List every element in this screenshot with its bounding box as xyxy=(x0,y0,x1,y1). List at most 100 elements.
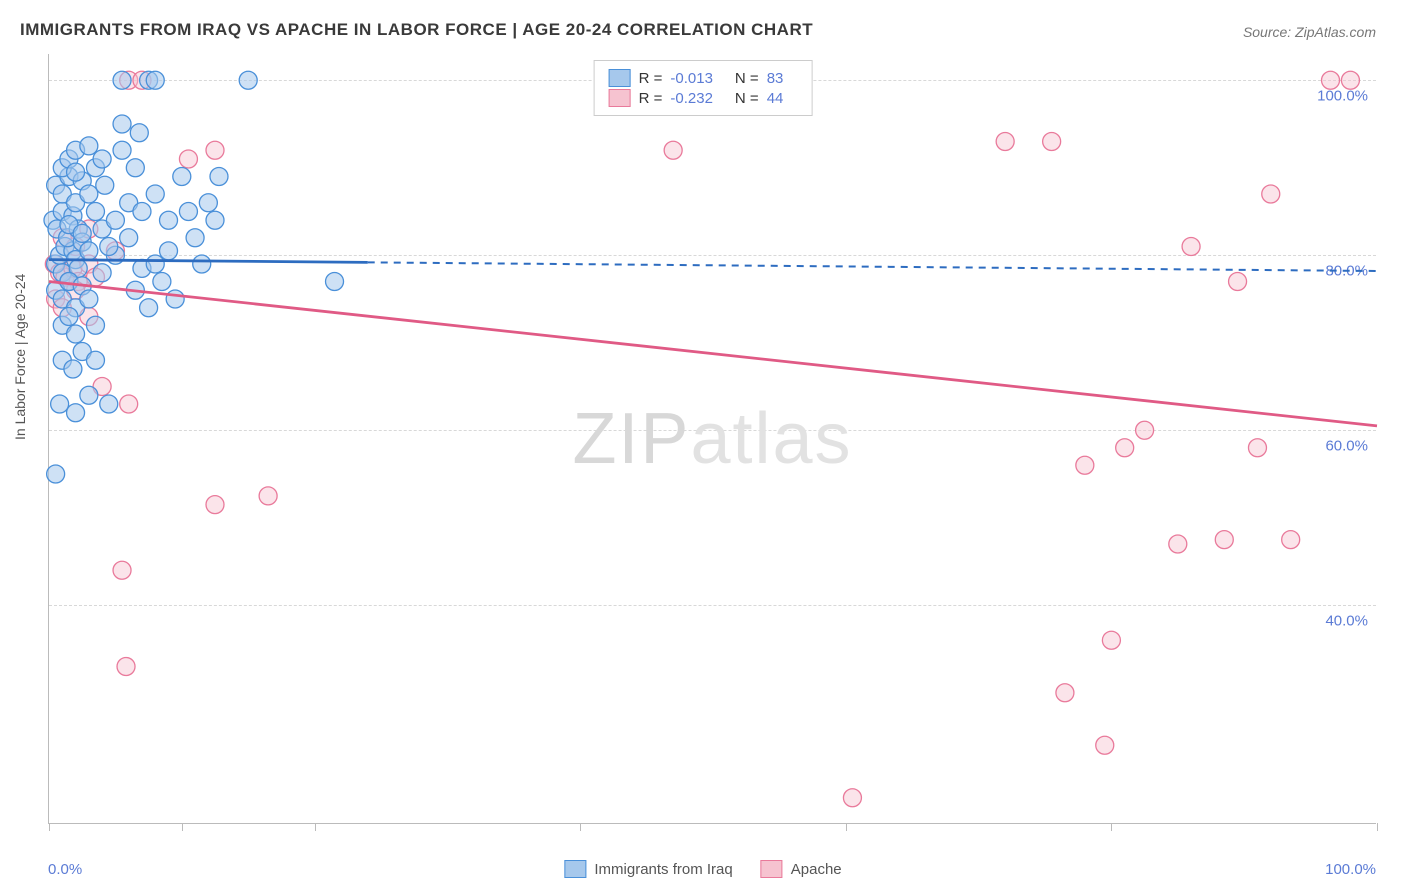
data-point xyxy=(206,211,224,229)
data-point xyxy=(51,395,69,413)
data-point xyxy=(146,185,164,203)
data-point xyxy=(47,465,65,483)
data-point xyxy=(120,229,138,247)
data-point xyxy=(239,71,257,89)
data-point xyxy=(160,211,178,229)
data-point xyxy=(113,115,131,133)
data-point xyxy=(1215,531,1233,549)
swatch-blue xyxy=(609,69,631,87)
swatch-blue-bottom xyxy=(564,860,586,878)
data-point xyxy=(130,124,148,142)
regression-line xyxy=(49,282,1377,426)
data-point xyxy=(93,264,111,282)
data-point xyxy=(259,487,277,505)
data-point xyxy=(146,255,164,273)
data-point xyxy=(179,150,197,168)
data-point xyxy=(210,168,228,186)
data-point xyxy=(1116,439,1134,457)
stats-row-blue: R = -0.013 N = 83 xyxy=(609,69,798,87)
data-point xyxy=(1282,531,1300,549)
x-tick xyxy=(1111,823,1112,831)
n-value-pink: 44 xyxy=(767,90,784,107)
data-point xyxy=(106,211,124,229)
data-point xyxy=(80,290,98,308)
data-point xyxy=(126,159,144,177)
x-tick xyxy=(182,823,183,831)
data-point xyxy=(120,395,138,413)
regression-line-dashed xyxy=(368,262,1377,271)
data-point xyxy=(1229,273,1247,291)
series-legend: Immigrants from Iraq Apache xyxy=(564,860,841,878)
data-point xyxy=(1322,71,1340,89)
x-max-label: 100.0% xyxy=(1325,861,1376,878)
data-point xyxy=(80,185,98,203)
stats-row-pink: R = -0.232 N = 44 xyxy=(609,89,798,107)
r-value-blue: -0.013 xyxy=(670,70,713,87)
data-point xyxy=(1169,535,1187,553)
n-label-pink: N = xyxy=(735,90,759,107)
data-point xyxy=(64,360,82,378)
data-point xyxy=(133,203,151,221)
data-point xyxy=(1096,736,1114,754)
x-tick xyxy=(315,823,316,831)
data-point xyxy=(153,273,171,291)
legend-item-pink: Apache xyxy=(761,860,842,878)
data-point xyxy=(996,133,1014,151)
scatter-plot-svg xyxy=(49,54,1376,823)
data-point xyxy=(326,273,344,291)
chart-title: IMMIGRANTS FROM IRAQ VS APACHE IN LABOR … xyxy=(20,20,813,40)
r-label-blue: R = xyxy=(639,70,663,87)
data-point xyxy=(93,150,111,168)
data-point xyxy=(843,789,861,807)
x-tick xyxy=(580,823,581,831)
legend-label-pink: Apache xyxy=(791,861,842,878)
data-point xyxy=(179,203,197,221)
data-point xyxy=(100,395,118,413)
data-point xyxy=(86,316,104,334)
data-point xyxy=(80,386,98,404)
data-point xyxy=(160,242,178,260)
data-point xyxy=(73,224,91,242)
data-point xyxy=(113,71,131,89)
data-point xyxy=(1102,631,1120,649)
n-label-blue: N = xyxy=(735,70,759,87)
swatch-pink xyxy=(609,89,631,107)
x-min-label: 0.0% xyxy=(48,861,82,878)
legend-item-blue: Immigrants from Iraq xyxy=(564,860,732,878)
data-point xyxy=(100,238,118,256)
data-point xyxy=(146,71,164,89)
y-axis-label: In Labor Force | Age 20-24 xyxy=(12,274,28,440)
data-point xyxy=(86,351,104,369)
data-point xyxy=(140,299,158,317)
data-point xyxy=(193,255,211,273)
data-point xyxy=(206,496,224,514)
data-point xyxy=(117,658,135,676)
data-point xyxy=(1076,456,1094,474)
data-point xyxy=(67,404,85,422)
data-point xyxy=(80,242,98,260)
data-point xyxy=(199,194,217,212)
data-point xyxy=(1182,238,1200,256)
data-point xyxy=(173,168,191,186)
data-point xyxy=(1056,684,1074,702)
data-point xyxy=(206,141,224,159)
data-point xyxy=(86,203,104,221)
data-point xyxy=(67,163,85,181)
plot-area: ZIPatlas 40.0%60.0%80.0%100.0% xyxy=(48,54,1376,824)
swatch-pink-bottom xyxy=(761,860,783,878)
legend-label-blue: Immigrants from Iraq xyxy=(594,861,732,878)
stats-legend: R = -0.013 N = 83 R = -0.232 N = 44 xyxy=(594,60,813,116)
data-point xyxy=(80,137,98,155)
data-point xyxy=(96,176,114,194)
data-point xyxy=(1248,439,1266,457)
data-point xyxy=(113,141,131,159)
data-point xyxy=(1136,421,1154,439)
source-attribution: Source: ZipAtlas.com xyxy=(1243,24,1376,40)
data-point xyxy=(113,561,131,579)
r-value-pink: -0.232 xyxy=(670,90,713,107)
x-tick xyxy=(846,823,847,831)
r-label-pink: R = xyxy=(639,90,663,107)
data-point xyxy=(1262,185,1280,203)
x-tick xyxy=(49,823,50,831)
n-value-blue: 83 xyxy=(767,70,784,87)
